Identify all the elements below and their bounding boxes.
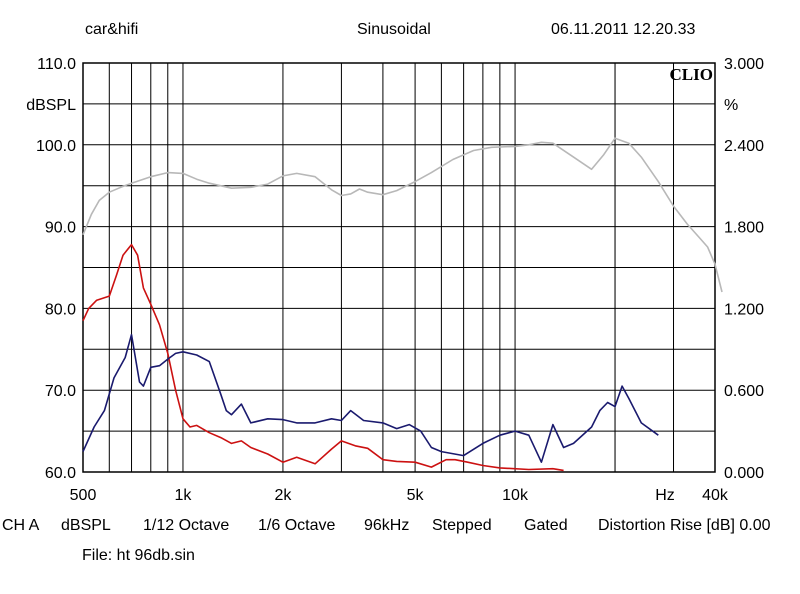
footer-gated: Gated (524, 517, 568, 534)
footer-smoothing-2: 1/6 Octave (258, 517, 336, 534)
y-tick-label-right: 2.400 (724, 138, 764, 155)
y-tick-label-left: 70.0 (45, 383, 76, 400)
x-tick-label: Hz (655, 487, 675, 504)
x-tick-label: 1k (175, 487, 193, 504)
x-tick-label: 2k (274, 487, 292, 504)
series-line-gray (82, 137, 723, 293)
y-tick-label-left: 90.0 (45, 220, 76, 237)
y-tick-label-right: 1.800 (724, 220, 764, 237)
header-brand: car&hifi (85, 21, 139, 38)
series-group (82, 137, 723, 472)
y-tick-label-right: 3.000 (724, 56, 764, 73)
header-datetime: 06.11.2011 12.20.33 (551, 21, 696, 38)
y-tick-label-left: 110.0 (37, 56, 76, 73)
footer-unit: dBSPL (61, 517, 111, 534)
clio-logo: CLIO (670, 65, 713, 84)
footer-smoothing-1: 1/12 Octave (143, 517, 230, 534)
frequency-response-chart: 60.0 70.0 80.0 90.0 100.0 110.0 dBSPL 0.000 0.60… (26, 56, 764, 504)
y-axis-label-left: dBSPL (26, 97, 76, 114)
x-tick-label: 5k (407, 487, 425, 504)
footer-rate: 96kHz (364, 517, 410, 534)
grid (82, 62, 716, 473)
footer-file: File: ht 96db.sin (82, 547, 195, 564)
footer-distortion: Distortion Rise [dB] 0.00 (598, 517, 771, 534)
x-tick-label: 10k (502, 487, 529, 504)
axis-labels: 60.0 70.0 80.0 90.0 100.0 110.0 dBSPL 0.000 0.60… (26, 56, 764, 504)
x-tick-label: 40k (702, 487, 729, 504)
y-tick-label-right: 0.000 (724, 465, 764, 482)
footer-stepped: Stepped (432, 517, 492, 534)
y-tick-label-right: 1.200 (724, 301, 764, 318)
header-mode: Sinusoidal (357, 21, 431, 38)
x-tick-label: 500 (70, 487, 97, 504)
plot-frame (82, 62, 716, 473)
y-tick-label-left: 100.0 (36, 138, 76, 155)
series-line-red (82, 243, 564, 472)
y-tick-label-right: 0.600 (724, 383, 764, 400)
y-tick-label-left: 60.0 (45, 465, 76, 482)
series-line-blue (82, 333, 659, 463)
footer-channel: CH A (2, 517, 40, 534)
y-axis-label-right: % (724, 97, 738, 114)
y-tick-label-left: 80.0 (45, 301, 76, 318)
